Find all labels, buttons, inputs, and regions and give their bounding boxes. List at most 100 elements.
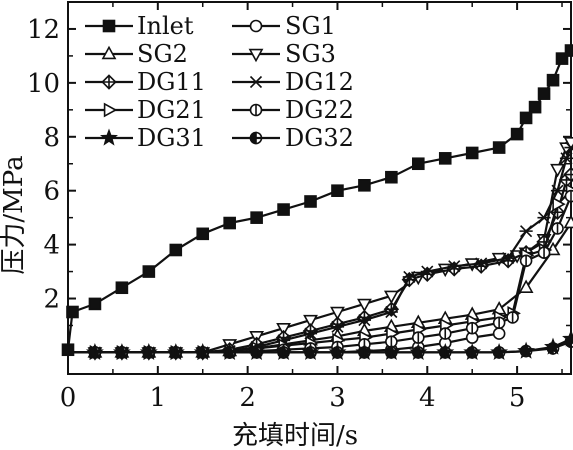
data-point-inlet [438,152,452,165]
data-point-inlet [61,343,75,357]
y-tick-label: 2 [43,285,60,315]
series-inlet [61,44,573,357]
legend-label-sg3: SG3 [285,40,336,68]
legend-marker-inlet [102,19,116,33]
legend-marker-dg22 [249,103,263,117]
data-point-dg12 [402,270,416,284]
y-tick-label: 10 [27,69,60,99]
y-tick-label: 12 [27,15,60,45]
legend-marker-dg21 [103,102,118,118]
data-point-dg22 [564,189,573,203]
legend-item-dg21: DG21 [85,96,206,124]
data-point-dg12 [447,260,461,273]
data-point-sg2 [563,214,573,229]
data-point-dg12 [420,265,434,278]
x-tick-label: 5 [509,383,526,413]
data-point-inlet [564,44,573,57]
data-point-inlet [142,265,156,278]
data-point-dg32-ring [465,346,479,359]
data-point-sg3 [303,314,318,329]
data-point-dg22 [492,316,506,329]
data-point-dg32-ring [250,346,263,359]
data-point-sg3 [357,298,372,313]
legend-label-dg22: DG22 [285,96,354,124]
data-point-sg2 [518,279,534,293]
data-point-sg3 [383,290,399,305]
legend-label-dg11: DG11 [137,68,206,96]
data-point-dg32-ring [142,346,156,359]
data-point-inlet [537,87,551,100]
data-point-dg32-ring [223,346,236,359]
legend-item-sg2: SG2 [85,40,188,68]
data-point-dg22 [438,327,452,340]
x-tick-label: 1 [150,383,167,413]
legend-marker-sg1 [249,19,263,33]
data-point-dg12 [357,314,372,327]
data-point-sg3 [276,322,291,337]
x-tick-label: 2 [239,383,256,413]
y-tick-label: 4 [43,231,60,261]
legend-item-sg3: SG3 [232,40,336,68]
data-point-inlet [465,146,479,160]
legend-marker-dg31 [100,128,118,146]
data-point-dg22 [465,321,479,335]
y-axis-label: 压力/MPa [0,155,29,274]
data-point-sg3 [550,163,565,178]
data-point-inlet [358,179,371,192]
data-point-dg32-ring [412,346,425,359]
data-point-dg32-ring [564,335,573,348]
legend-label-dg12: DG12 [285,68,354,96]
data-point-dg12 [550,184,565,197]
data-point-dg32-ring [358,346,371,359]
series-layer [61,44,573,361]
data-point-inlet [169,243,183,257]
data-point-inlet [331,184,344,197]
data-point-dg22 [519,254,533,267]
legend: Inlet SG1 SG2 SG3 DG11 DG12 DG21 DG22 DG31 DG32 [85,12,354,152]
data-point-dg32-ring [304,346,317,359]
data-point-dg12 [330,320,345,333]
legend-label-dg31: DG31 [137,124,206,152]
data-point-dg22 [537,246,551,259]
data-point-inlet [304,195,317,208]
data-point-inlet [196,227,210,241]
data-point-inlet [223,216,236,230]
data-point-dg32-ring [492,346,506,359]
data-point-inlet [492,141,506,154]
legend-label-sg2: SG2 [137,40,188,68]
data-point-dg11 [563,166,573,183]
data-point-dg32-ring [546,342,560,355]
data-point-dg22 [506,311,519,324]
x-tick-label: 4 [419,383,436,413]
data-point-inlet [528,100,542,114]
data-point-inlet [412,157,425,171]
x-tick-label: 0 [60,383,77,413]
data-point-dg12 [559,152,573,165]
data-point-sg3 [563,136,573,151]
data-point-dg12 [564,141,573,154]
legend-label-dg21: DG21 [137,96,206,124]
y-tick-label: 8 [43,123,60,153]
data-point-inlet [555,52,569,65]
legend-marker-dg11 [101,74,117,90]
data-point-dg32-ring [277,346,290,359]
legend-item-dg22: DG22 [232,96,354,124]
legend-marker-dg12 [249,75,263,89]
data-point-dg32-ring [438,346,452,359]
data-point-sg3 [330,306,345,321]
legend-item-inlet: Inlet [85,12,194,40]
data-point-inlet [250,211,263,224]
legend-item-dg32: DG32 [232,124,354,152]
data-point-dg32-ring [519,344,533,358]
data-point-inlet [88,297,102,311]
data-point-inlet [66,305,79,319]
data-point-dg22 [551,222,564,235]
data-point-dg12 [537,211,551,224]
data-point-dg12 [501,252,515,265]
data-point-dg32-ring [88,346,102,359]
x-axis-label: 充填时间/s [232,421,358,450]
data-point-dg12 [384,305,398,319]
data-point-inlet [519,111,533,125]
